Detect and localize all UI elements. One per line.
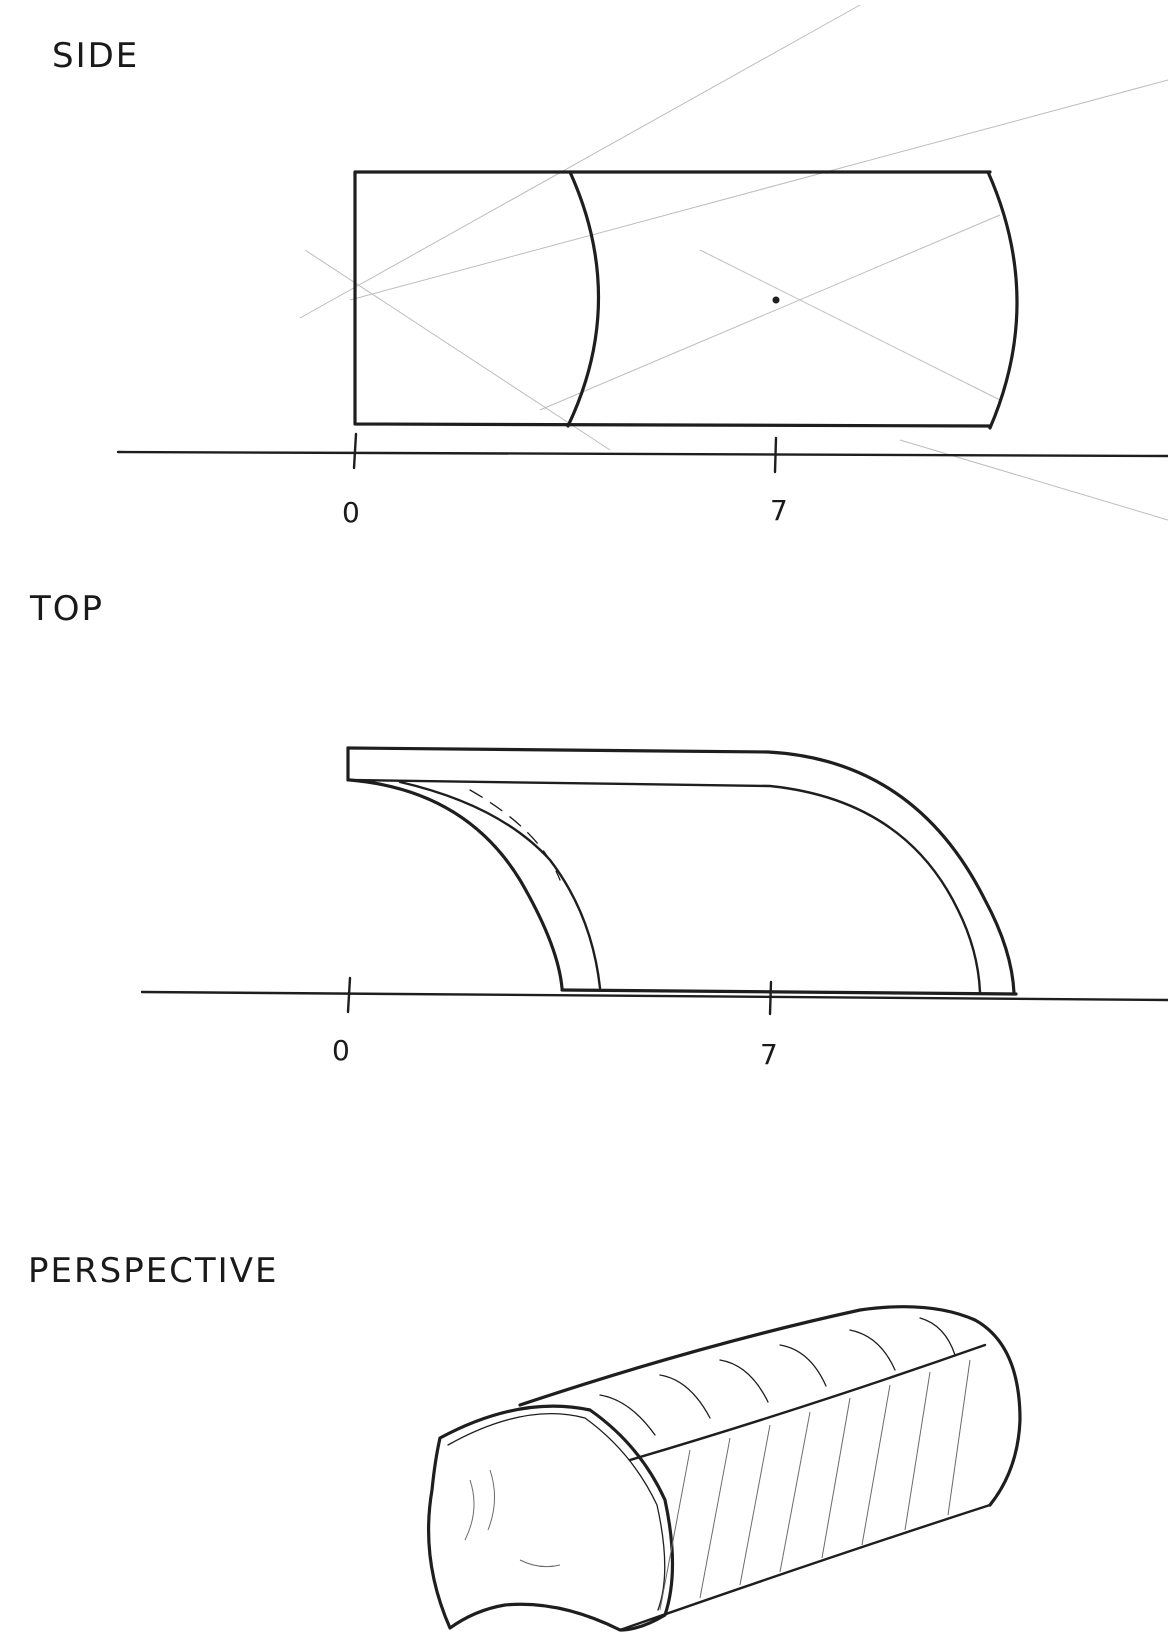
side-second-curve <box>986 170 1019 430</box>
top-view-label: TOP <box>29 589 104 629</box>
top-scale-label-zero: 0 <box>332 1034 352 1067</box>
side-box-outline <box>353 170 992 428</box>
side-ground-line <box>116 450 1168 458</box>
top-tick-zero <box>346 976 352 1014</box>
top-bottom-rail <box>560 988 1018 996</box>
perspective-top-back-edge <box>518 1305 977 1407</box>
top-scale-label-seven: 7 <box>760 1038 780 1071</box>
side-scale-label-zero: 0 <box>342 496 362 529</box>
perspective-view: PERSPECTIVE <box>28 1251 1022 1632</box>
top-first-curve-inner <box>398 780 602 990</box>
side-scale-label-seven: 7 <box>770 494 790 527</box>
top-inner-rail <box>346 778 982 994</box>
side-construction-lines <box>299 4 1168 521</box>
side-view: SIDE 0 7 <box>52 4 1168 529</box>
side-center-dot <box>772 296 780 304</box>
side-tick-seven <box>773 436 778 474</box>
perspective-bottom-edge <box>618 1503 992 1632</box>
top-dashed-edge <box>469 789 561 881</box>
perspective-end-face-sketch <box>447 1413 666 1611</box>
top-tick-seven <box>768 980 773 1016</box>
perspective-side-hatching <box>659 1359 971 1611</box>
top-outer-rail <box>346 746 1016 995</box>
side-view-label: SIDE <box>52 36 139 76</box>
side-first-curve <box>566 170 601 428</box>
perspective-right-end <box>973 1318 1022 1507</box>
perspective-view-label: PERSPECTIVE <box>28 1251 278 1291</box>
perspective-top-front-edge <box>628 1343 987 1462</box>
perspective-end-face-shading <box>464 1469 561 1568</box>
perspective-end-face <box>427 1404 675 1632</box>
top-first-curve-outer <box>348 778 564 990</box>
top-ground-line <box>140 990 1168 1002</box>
top-view: TOP 0 7 <box>29 589 1168 1071</box>
side-tick-zero <box>352 432 358 470</box>
perspective-top-ribs <box>599 1317 956 1436</box>
